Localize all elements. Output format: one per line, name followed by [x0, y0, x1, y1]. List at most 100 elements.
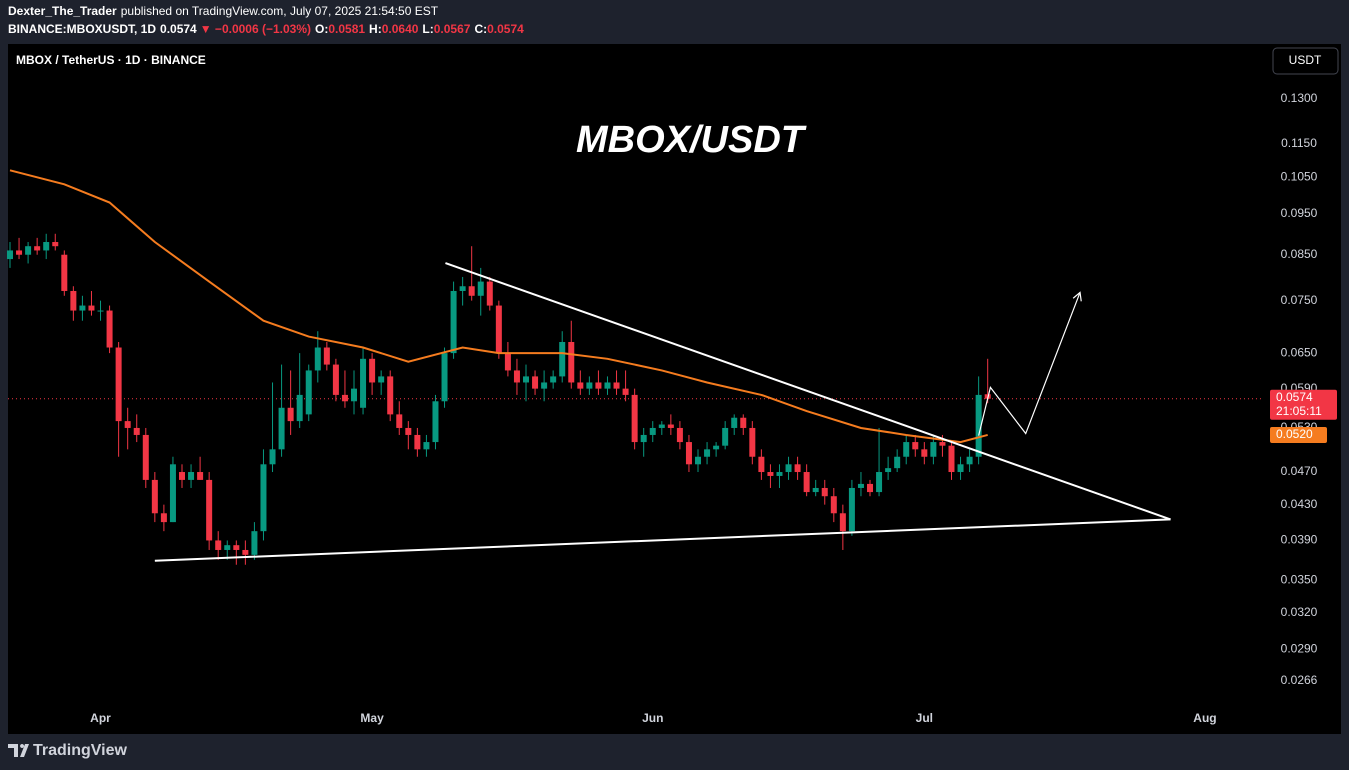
ohlc-value: 0.0640 — [382, 22, 419, 36]
projection-arrowhead — [1072, 291, 1082, 302]
candle-body — [206, 479, 213, 541]
candle-body — [504, 353, 511, 371]
candle-body — [948, 445, 955, 473]
candle-body — [776, 472, 783, 476]
y-tick-label: 0.0390 — [1281, 533, 1318, 547]
y-tick-label: 0.0430 — [1281, 497, 1318, 511]
candle-body — [269, 449, 276, 465]
candle-body — [649, 427, 656, 435]
symbol-label: MBOX / TetherUS · 1D · BINANCE — [16, 53, 206, 67]
y-tick-label: 0.0750 — [1281, 293, 1318, 307]
candle-body — [260, 464, 267, 532]
candle-body — [667, 424, 674, 428]
y-tick-label: 0.1150 — [1281, 136, 1317, 150]
candle-body — [79, 305, 86, 311]
candle-body — [848, 487, 855, 532]
candle-body — [251, 531, 258, 555]
candle-body — [278, 407, 285, 450]
y-tick-label: 0.0850 — [1281, 247, 1318, 261]
header-line-2: BINANCE:MBOXUSDT, 1D 0.0574 ▼ −0.0006 (−1.… — [8, 22, 524, 36]
candle-body — [894, 456, 901, 469]
candle-body — [88, 305, 95, 311]
candle-body — [305, 370, 312, 415]
candle-body — [731, 417, 738, 428]
candle-body — [115, 347, 122, 422]
header-line-1: Dexter_The_Trader published on TradingVie… — [8, 4, 439, 18]
candle-body — [550, 376, 557, 383]
candle-body — [794, 464, 801, 473]
candle-body — [224, 545, 231, 550]
candle-body — [577, 382, 584, 389]
x-tick-label: May — [360, 711, 384, 725]
ma-value-label: 0.0520 — [1276, 427, 1313, 441]
candle-body — [595, 382, 602, 389]
ma-value-box — [1270, 426, 1327, 443]
candle-body — [197, 472, 204, 480]
candle-body — [867, 483, 874, 493]
candle-body — [713, 445, 720, 450]
x-tick-label: Aug — [1193, 711, 1216, 725]
y-tick-label: 0.1300 — [1281, 91, 1318, 105]
candle-body — [486, 281, 493, 306]
chart-title: MBOX/USDT — [576, 119, 807, 161]
brand-name: TradingView — [33, 742, 128, 759]
candle-body — [495, 305, 502, 354]
candle-body — [133, 427, 140, 435]
candle-body — [43, 242, 50, 251]
candle-body — [704, 449, 711, 457]
candle-body — [903, 442, 910, 457]
candle-body — [350, 388, 357, 402]
candle-body — [513, 370, 520, 383]
candle-body — [676, 427, 683, 443]
candle-body — [387, 376, 394, 415]
y-tick-label: 0.0266 — [1281, 673, 1318, 687]
candle-body — [532, 376, 539, 389]
candle-body — [405, 427, 412, 435]
candle-body — [296, 394, 303, 422]
candle-body — [188, 472, 195, 480]
candle-body — [16, 250, 23, 255]
candle-body — [812, 487, 819, 493]
currency-button[interactable] — [1272, 47, 1339, 75]
ohlc-value: 0.0574 — [487, 22, 524, 36]
ohlc-value: 0.0581 — [328, 22, 365, 36]
candle-body — [178, 472, 185, 480]
y-tick-label: 0.0320 — [1281, 605, 1318, 619]
candle-body — [432, 401, 439, 443]
candle-body — [459, 286, 466, 291]
currency-label[interactable]: USDT — [1289, 53, 1322, 67]
countdown-label: 21:05:11 — [1276, 404, 1322, 418]
candle-body — [957, 464, 964, 473]
candle-body — [857, 483, 864, 488]
candle-body — [61, 254, 68, 291]
last-price-box — [1270, 389, 1337, 420]
candle-body — [839, 513, 846, 532]
candle-body — [640, 434, 647, 443]
author: Dexter_The_Trader — [8, 4, 117, 18]
ohlc-label: C: — [474, 22, 487, 36]
candle-body — [160, 513, 167, 523]
brand-logo — [8, 744, 29, 757]
y-tick-label: 0.0470 — [1281, 464, 1318, 478]
candle-body — [97, 310, 104, 312]
candle-body — [215, 540, 222, 550]
candle-body — [749, 427, 756, 457]
candle-body — [785, 464, 792, 473]
candle-body — [622, 388, 629, 395]
candle-body — [541, 382, 548, 389]
candle-body — [106, 310, 113, 348]
candle-body — [314, 347, 321, 371]
candle-body — [34, 246, 41, 251]
candle-body — [921, 449, 928, 457]
candle-body — [613, 382, 620, 389]
candle-body — [360, 358, 367, 408]
y-tick-label: 0.0950 — [1281, 206, 1318, 220]
x-tick-label: Apr — [90, 711, 111, 725]
ohlc-value: 0.0567 — [434, 22, 471, 36]
candle-body — [758, 456, 765, 473]
candle-body — [323, 347, 330, 365]
candle-body — [341, 394, 348, 402]
candle-body — [287, 407, 294, 422]
moving-average — [9, 169, 988, 444]
brand: TradingView — [8, 742, 128, 759]
